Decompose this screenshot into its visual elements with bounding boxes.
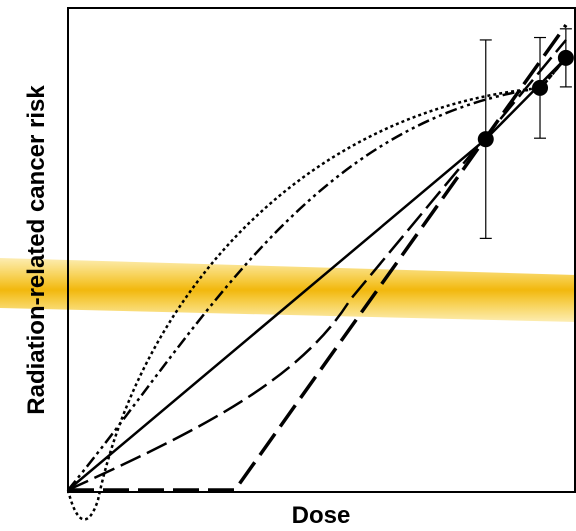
- data-point: [532, 79, 549, 96]
- quadratic-curve: [67, 39, 567, 492]
- y-axis-label: Radiation-related cancer risk: [23, 85, 50, 415]
- concave-curve: [67, 57, 567, 491]
- highlight-band: [0, 258, 576, 322]
- plot-frame: [67, 7, 576, 493]
- data-point: [557, 49, 574, 66]
- supralinear-curve: [66, 57, 567, 521]
- threshold-curve: [68, 23, 568, 492]
- x-axis-label: Dose: [292, 502, 351, 529]
- data-point: [477, 131, 494, 148]
